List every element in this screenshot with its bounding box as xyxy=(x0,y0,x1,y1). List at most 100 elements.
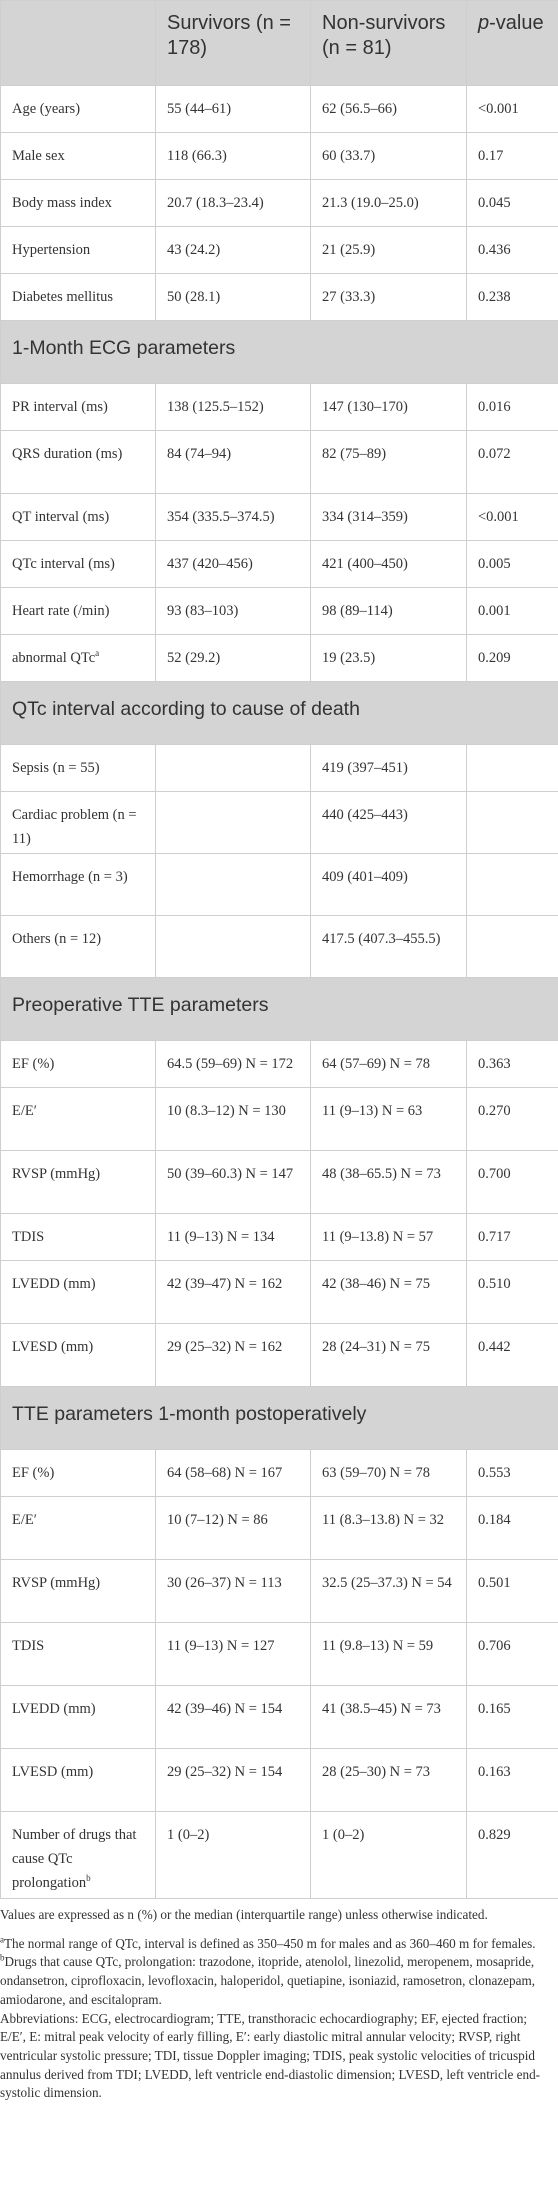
survivors-cell xyxy=(155,915,311,978)
p-value-cell xyxy=(466,744,558,792)
footnote-b-marker: b xyxy=(0,1953,5,1964)
survivors-cell: 30 (26–37) N = 113 xyxy=(155,1559,311,1623)
survivors-cell: 138 (125.5–152) xyxy=(155,383,311,431)
survivors-cell: 55 (44–61) xyxy=(155,85,311,133)
table-row: LVEDD (mm) 42 (39–46) N = 154 41 (38.5–45)… xyxy=(0,1685,558,1749)
survivors-cell: 42 (39–47) N = 162 xyxy=(155,1260,311,1324)
survivors-cell: 1 (0–2) xyxy=(155,1811,311,1899)
survivors-cell: 50 (39–60.3) N = 147 xyxy=(155,1150,311,1214)
table-row: Sepsis (n = 55) 419 (397–451) xyxy=(0,744,558,792)
table-row: PR interval (ms) 138 (125.5–152) 147 (130–… xyxy=(0,383,558,431)
footnote-abbreviations: Abbreviations: ECG, electrocardiogram; T… xyxy=(0,2010,541,2101)
footnote-b-text: Drugs that cause QTc, prolongation: traz… xyxy=(0,1954,536,2007)
p-value-cell: <0.001 xyxy=(466,493,558,541)
table-row: Male sex 118 (66.3) 60 (33.7) 0.17 xyxy=(0,132,558,180)
table-row: Cardiac problem (n = 11) 440 (425–443) xyxy=(0,791,558,854)
survivors-cell: 10 (7–12) N = 86 xyxy=(155,1496,311,1560)
table-row: RVSP (mmHg) 30 (26–37) N = 113 32.5 (25–37… xyxy=(0,1559,558,1623)
non-survivors-cell: 82 (75–89) xyxy=(310,430,467,494)
row-label: QRS duration (ms) xyxy=(0,430,156,494)
table-footnotes: Values are expressed as n (%) or the med… xyxy=(0,1906,548,2113)
row-label: E/E′ xyxy=(0,1087,156,1151)
survivors-cell: 118 (66.3) xyxy=(155,132,311,180)
table-row: EF (%) 64 (58–68) N = 167 63 (59–70) N = 7… xyxy=(0,1449,558,1497)
survivors-cell: 52 (29.2) xyxy=(155,634,311,682)
table-row: TDIS 11 (9–13) N = 134 11 (9–13.8) N = 57 0… xyxy=(0,1213,558,1261)
non-survivors-cell: 419 (397–451) xyxy=(310,744,467,792)
table-body: Age (years) 55 (44–61) 62 (56.5–66) <0.001 M… xyxy=(0,85,558,1899)
p-value-cell xyxy=(466,853,558,916)
non-survivors-cell: 11 (9–13) N = 63 xyxy=(310,1087,467,1151)
p-value-cell: 0.829 xyxy=(466,1811,558,1899)
p-value-cell: 0.706 xyxy=(466,1622,558,1686)
header-p-italic: p xyxy=(478,12,490,34)
row-label: LVESD (mm) xyxy=(0,1748,156,1812)
non-survivors-cell: 417.5 (407.3–455.5) xyxy=(310,915,467,978)
table-row: LVEDD (mm) 42 (39–47) N = 162 42 (38–46) N… xyxy=(0,1260,558,1324)
footnote-a-marker: a xyxy=(0,1934,4,1945)
non-survivors-cell: 147 (130–170) xyxy=(310,383,467,431)
non-survivors-cell: 334 (314–359) xyxy=(310,493,467,541)
non-survivors-cell: 19 (23.5) xyxy=(310,634,467,682)
non-survivors-cell: 28 (25–30) N = 73 xyxy=(310,1748,467,1812)
p-value-cell: 0.17 xyxy=(466,132,558,180)
header-survivors: Survivors (n = 178) xyxy=(155,0,311,86)
p-value-cell: 0.001 xyxy=(466,587,558,635)
footnote-marker: b xyxy=(86,1873,91,1884)
survivors-cell: 11 (9–13) N = 127 xyxy=(155,1622,311,1686)
survivors-cell: 437 (420–456) xyxy=(155,540,311,588)
survivors-cell: 43 (24.2) xyxy=(155,226,311,274)
row-label: TDIS xyxy=(0,1622,156,1686)
table-row: E/E′ 10 (8.3–12) N = 130 11 (9–13) N = 63 0… xyxy=(0,1087,558,1151)
table-row: Heart rate (/min) 93 (83–103) 98 (89–114) 0… xyxy=(0,587,558,635)
p-value-cell: 0.165 xyxy=(466,1685,558,1749)
table-row: LVESD (mm) 29 (25–32) N = 154 28 (25–30) N… xyxy=(0,1748,558,1812)
results-table: Survivors (n = 178) Non-survivors (n = 8… xyxy=(0,0,558,1899)
header-non-survivors: Non-survivors (n = 81) xyxy=(310,0,467,86)
row-label: QTc interval (ms) xyxy=(0,540,156,588)
table-row: Hypertension 43 (24.2) 21 (25.9) 0.436 xyxy=(0,226,558,274)
row-label: TDIS xyxy=(0,1213,156,1261)
row-label: Number of drugs that cause QTc prolongat… xyxy=(0,1811,156,1899)
non-survivors-cell: 63 (59–70) N = 78 xyxy=(310,1449,467,1497)
survivors-cell xyxy=(155,744,311,792)
table-row: TDIS 11 (9–13) N = 127 11 (9.8–13) N = 59 0… xyxy=(0,1622,558,1686)
row-label: E/E′ xyxy=(0,1496,156,1560)
p-value-cell: 0.005 xyxy=(466,540,558,588)
p-value-cell: 0.163 xyxy=(466,1748,558,1812)
row-label: LVEDD (mm) xyxy=(0,1685,156,1749)
section-header-row: Preoperative TTE parameters xyxy=(0,977,558,1041)
table-row: Hemorrhage (n = 3) 409 (401–409) xyxy=(0,853,558,916)
survivors-cell: 20.7 (18.3–23.4) xyxy=(155,179,311,227)
non-survivors-cell: 21.3 (19.0–25.0) xyxy=(310,179,467,227)
row-label: PR interval (ms) xyxy=(0,383,156,431)
table-row: abnormal QTca 52 (29.2) 19 (23.5) 0.209 xyxy=(0,634,558,682)
section-header-row: QTc interval according to cause of death xyxy=(0,681,558,745)
row-label: Cardiac problem (n = 11) xyxy=(0,791,156,854)
footnote-values: Values are expressed as n (%) or the med… xyxy=(0,1907,488,1922)
footnote-marker: a xyxy=(95,648,100,659)
survivors-cell: 93 (83–103) xyxy=(155,587,311,635)
survivors-cell: 42 (39–46) N = 154 xyxy=(155,1685,311,1749)
survivors-cell xyxy=(155,853,311,916)
footnote-a-text: The normal range of QTc, interval is def… xyxy=(4,1935,536,1951)
non-survivors-cell: 421 (400–450) xyxy=(310,540,467,588)
header-p-rest: -value xyxy=(489,12,544,34)
row-label: QT interval (ms) xyxy=(0,493,156,541)
non-survivors-cell: 11 (9.8–13) N = 59 xyxy=(310,1622,467,1686)
non-survivors-cell: 11 (9–13.8) N = 57 xyxy=(310,1213,467,1261)
header-variable xyxy=(0,0,156,86)
p-value-cell: 0.363 xyxy=(466,1040,558,1088)
section-header-row: TTE parameters 1-month postoperatively xyxy=(0,1386,558,1450)
table-row: QRS duration (ms) 84 (74–94) 82 (75–89) 0.0… xyxy=(0,430,558,494)
row-label-text: abnormal QTc xyxy=(12,650,96,666)
non-survivors-cell: 42 (38–46) N = 75 xyxy=(310,1260,467,1324)
row-label: LVEDD (mm) xyxy=(0,1260,156,1324)
p-value-cell: <0.001 xyxy=(466,85,558,133)
non-survivors-cell: 21 (25.9) xyxy=(310,226,467,274)
section-title: Preoperative TTE parameters xyxy=(0,977,558,1041)
p-value-cell: 0.045 xyxy=(466,179,558,227)
row-label: Others (n = 12) xyxy=(0,915,156,978)
section-title: 1-Month ECG parameters xyxy=(0,320,558,384)
footnote-b: bDrugs that cause QTc, prolongation: tra… xyxy=(0,1953,548,2009)
